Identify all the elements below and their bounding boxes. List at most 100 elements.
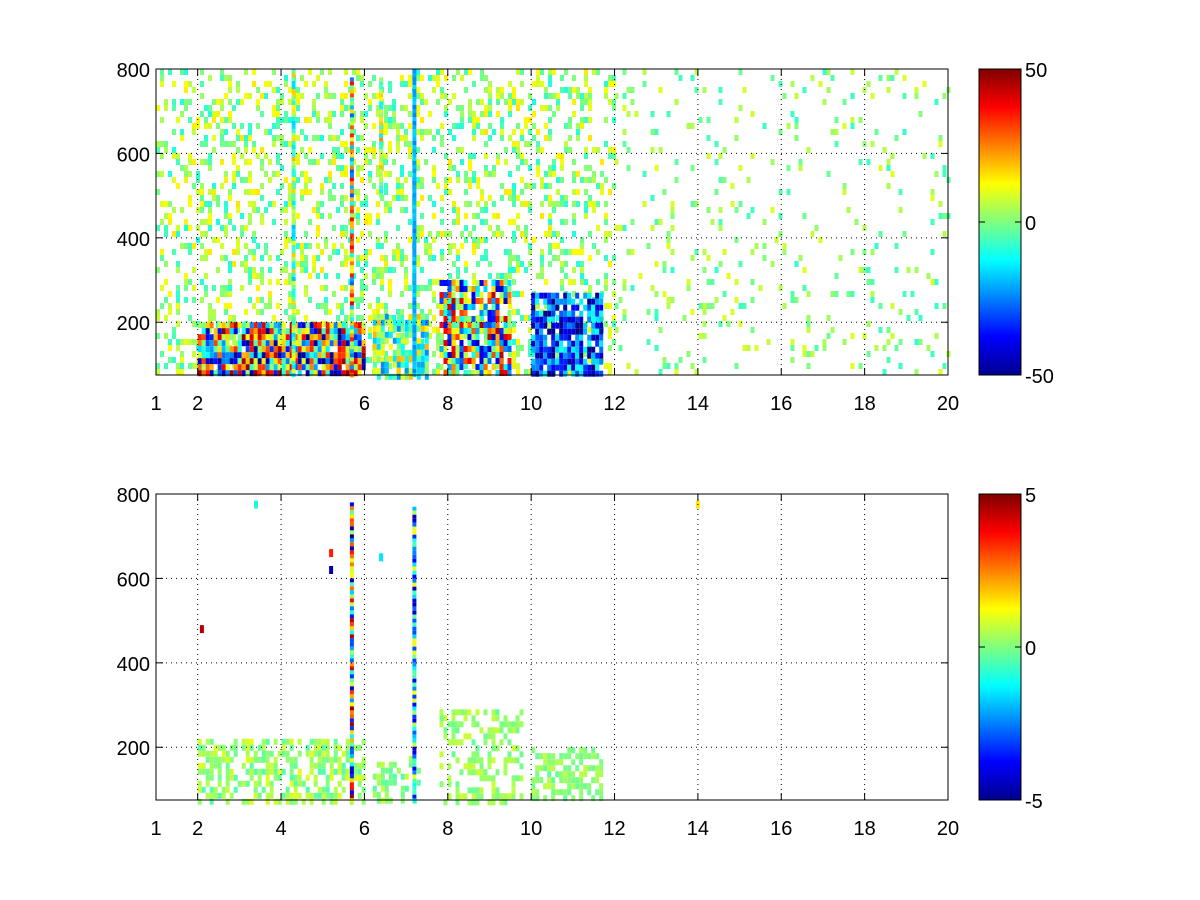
grid: [156, 494, 948, 800]
x-tick-label: 8: [442, 393, 453, 415]
heatmap-cell: [539, 346, 544, 353]
heatmap-cell: [571, 304, 576, 311]
heatmap-cell: [325, 750, 330, 757]
heatmap-cell: [341, 340, 346, 347]
heatmap-cell: [452, 93, 456, 99]
heatmap-cell: [236, 129, 240, 135]
heatmap-cell: [404, 319, 409, 326]
heatmap-cell: [595, 358, 600, 365]
heatmap-stripe-cell: [412, 586, 417, 591]
heatmap-cell: [531, 316, 536, 323]
heatmap-stripe-cell: [349, 277, 354, 282]
heatmap-cell: [528, 345, 532, 351]
heatmap-cell: [540, 147, 544, 153]
heatmap-cell: [588, 117, 592, 123]
heatmap-stripe-cell: [349, 558, 354, 563]
heatmap-cell: [456, 255, 460, 261]
heatmap-cell: [495, 745, 500, 752]
heatmap-cell: [156, 225, 160, 231]
heatmap-stripe-cell: [412, 101, 417, 105]
heatmap-cell: [544, 279, 548, 285]
heatmap-cell: [288, 237, 292, 243]
heatmap-cell: [316, 207, 320, 213]
heatmap-cell: [690, 165, 695, 171]
heatmap-cell: [272, 135, 276, 141]
heatmap-cell: [424, 319, 429, 326]
heatmap-cell: [400, 171, 404, 177]
heatmap-cell: [686, 351, 691, 357]
heatmap-stripe-cell: [291, 261, 296, 265]
heatmap-cell: [551, 316, 556, 323]
heatmap-cell: [357, 370, 362, 377]
heatmap-stripe-cell: [412, 365, 417, 369]
heatmap-cell: [301, 352, 306, 359]
heatmap-stripe-cell: [412, 309, 417, 313]
heatmap-cell: [471, 340, 476, 346]
heatmap-cell: [384, 303, 388, 309]
heatmap-cell: [463, 316, 468, 322]
heatmap-cell: [718, 261, 723, 267]
heatmap-cell: [508, 195, 512, 201]
heatmap-cell: [416, 201, 420, 207]
heatmap-cell: [328, 69, 332, 75]
grid: [156, 69, 948, 375]
heatmap-cell: [304, 315, 308, 321]
heatmap-cell: [220, 291, 224, 297]
heatmap-cell: [479, 364, 484, 370]
heatmap-cell: [734, 237, 739, 243]
heatmap-cell: [277, 774, 282, 781]
heatmap-cell: [535, 346, 540, 353]
heatmap-cell: [376, 213, 380, 219]
heatmap-cell: [388, 363, 392, 369]
heatmap-cell: [256, 153, 260, 159]
heatmap-stripe-cell: [412, 734, 417, 739]
heatmap-cell: [754, 243, 759, 249]
heatmap-cell: [305, 786, 310, 793]
heatmap-cell: [535, 777, 540, 784]
heatmap-stripe-cell: [412, 506, 417, 511]
heatmap-cell: [289, 762, 294, 769]
heatmap-cell: [459, 364, 464, 370]
heatmap-cell: [400, 373, 405, 380]
heatmap-cell: [786, 189, 791, 195]
heatmap-cell: [281, 744, 286, 751]
heatmap-cell: [455, 721, 460, 728]
heatmap-cell: [630, 87, 635, 93]
heatmap-cell: [332, 195, 336, 201]
heatmap-cell: [890, 75, 895, 81]
heatmap-cell: [336, 153, 340, 159]
heatmap-cell: [224, 291, 228, 297]
heatmap-cell: [269, 762, 274, 769]
heatmap-cell: [217, 774, 222, 781]
heatmap-cell: [938, 141, 943, 147]
heatmap-cell: [468, 159, 472, 165]
heatmap-cell: [579, 364, 584, 371]
heatmap-cell: [451, 310, 456, 316]
heatmap-cell: [269, 370, 274, 377]
heatmap-cell: [499, 280, 504, 286]
heatmap-stripe-cell: [379, 157, 384, 162]
heatmap-cell: [376, 303, 380, 309]
heatmap-cell: [188, 153, 192, 159]
heatmap-cell: [188, 363, 192, 369]
heatmap-cell: [312, 111, 316, 117]
heatmap-cell: [451, 727, 456, 734]
heatmap-cell: [361, 738, 366, 745]
heatmap-stripe-cell: [412, 77, 417, 81]
heatmap-cell: [253, 334, 258, 341]
heatmap-cell: [245, 750, 250, 757]
heatmap-cell: [512, 87, 516, 93]
heatmap-cell: [341, 328, 346, 335]
heatmap-stripe-cell: [412, 121, 417, 125]
colorbar-gradient: [978, 493, 1022, 801]
heatmap-cell: [576, 189, 580, 195]
heatmap-cell: [332, 93, 336, 99]
heatmap-cell: [479, 310, 484, 316]
heatmap-cell: [528, 339, 532, 345]
heatmap-cell: [488, 123, 492, 129]
heatmap-cell: [317, 738, 322, 745]
heatmap-cell: [608, 369, 612, 375]
heatmap-cell: [384, 361, 389, 368]
heatmap-cell: [172, 147, 176, 153]
heatmap-cell: [424, 355, 429, 362]
